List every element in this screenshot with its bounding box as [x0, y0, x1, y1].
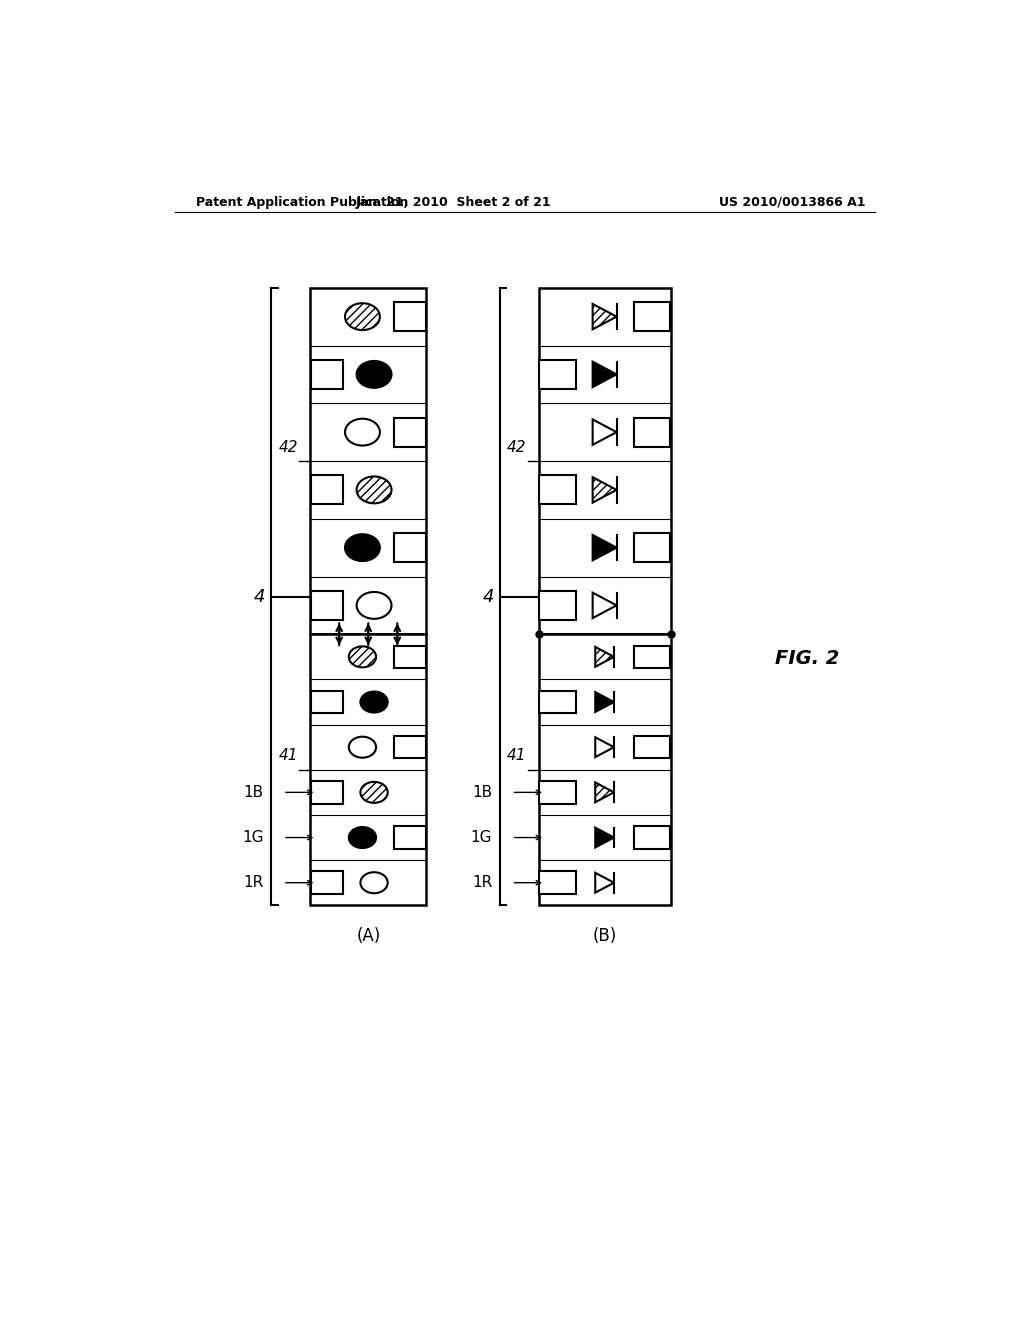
Bar	[634, 826, 670, 849]
Bar	[310, 288, 426, 635]
Text: 1R: 1R	[244, 875, 263, 890]
Text: 42: 42	[279, 440, 298, 454]
Ellipse shape	[345, 418, 380, 446]
Bar	[311, 360, 343, 389]
Text: 42: 42	[507, 440, 526, 454]
Bar	[394, 737, 426, 759]
Bar	[540, 690, 575, 713]
Bar	[394, 645, 426, 668]
Text: 1G: 1G	[471, 830, 493, 845]
Text: (B): (B)	[593, 927, 616, 945]
Polygon shape	[593, 535, 616, 561]
Bar	[311, 475, 343, 504]
Text: (A): (A)	[356, 927, 380, 945]
Polygon shape	[595, 783, 614, 803]
Polygon shape	[595, 828, 614, 847]
Ellipse shape	[349, 828, 376, 847]
Polygon shape	[593, 362, 616, 387]
Ellipse shape	[349, 737, 376, 758]
Bar	[540, 475, 575, 504]
Bar	[540, 360, 575, 389]
Text: Jan. 21, 2010  Sheet 2 of 21: Jan. 21, 2010 Sheet 2 of 21	[355, 195, 551, 209]
Bar	[394, 302, 426, 331]
Bar	[634, 417, 670, 446]
Bar	[634, 533, 670, 562]
Bar	[634, 645, 670, 668]
Bar	[311, 781, 343, 804]
Text: FIG. 2: FIG. 2	[775, 649, 840, 668]
Ellipse shape	[356, 591, 391, 619]
Bar	[634, 302, 670, 331]
Bar	[539, 635, 671, 906]
Bar	[540, 871, 575, 894]
Ellipse shape	[356, 477, 391, 503]
Bar	[634, 737, 670, 759]
Ellipse shape	[356, 360, 391, 388]
Polygon shape	[593, 420, 616, 445]
Ellipse shape	[345, 535, 380, 561]
Bar	[394, 826, 426, 849]
Bar	[311, 591, 343, 620]
Text: 4: 4	[254, 587, 265, 606]
Polygon shape	[595, 647, 614, 667]
Bar	[540, 591, 575, 620]
Polygon shape	[595, 873, 614, 892]
Text: 1G: 1G	[242, 830, 263, 845]
Polygon shape	[593, 304, 616, 330]
Bar	[540, 781, 575, 804]
Text: 1R: 1R	[472, 875, 493, 890]
Bar	[310, 635, 426, 906]
Bar	[311, 690, 343, 713]
Polygon shape	[593, 593, 616, 618]
Polygon shape	[595, 692, 614, 711]
Text: 41: 41	[507, 748, 526, 763]
Text: US 2010/0013866 A1: US 2010/0013866 A1	[719, 195, 865, 209]
Text: 4: 4	[482, 587, 494, 606]
Bar	[394, 417, 426, 446]
Polygon shape	[593, 478, 616, 503]
Bar	[539, 288, 671, 635]
Bar	[311, 871, 343, 894]
Ellipse shape	[349, 647, 376, 668]
Text: 1B: 1B	[472, 785, 493, 800]
Text: 41: 41	[279, 748, 298, 763]
Ellipse shape	[360, 781, 388, 803]
Polygon shape	[595, 738, 614, 758]
Ellipse shape	[360, 873, 388, 894]
Bar	[394, 533, 426, 562]
Ellipse shape	[360, 692, 388, 713]
Text: 1B: 1B	[244, 785, 263, 800]
Text: Patent Application Publication: Patent Application Publication	[197, 195, 409, 209]
Ellipse shape	[345, 304, 380, 330]
